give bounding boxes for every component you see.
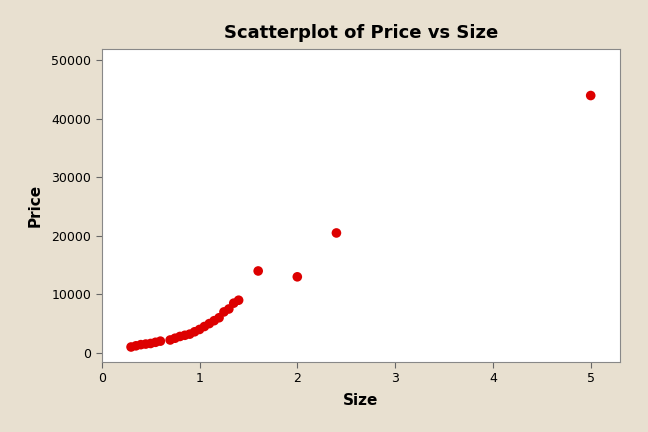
Point [194, 326, 205, 333]
Point [199, 323, 209, 330]
Y-axis label: Price: Price [28, 184, 43, 227]
Point [141, 340, 151, 347]
Point [170, 335, 180, 342]
Point [229, 300, 239, 307]
Point [165, 337, 176, 343]
Point [150, 339, 161, 346]
Point [145, 340, 156, 347]
Point [135, 341, 146, 348]
Point [189, 328, 200, 335]
Point [156, 338, 166, 345]
Point [209, 317, 220, 324]
Point [292, 273, 303, 280]
X-axis label: Size: Size [343, 394, 378, 408]
Point [586, 92, 596, 99]
Point [131, 343, 141, 349]
Point [179, 332, 190, 339]
Point [233, 297, 244, 304]
Point [219, 308, 229, 315]
Point [253, 267, 263, 274]
Point [126, 343, 136, 350]
Point [185, 330, 195, 337]
Point [224, 305, 234, 312]
Point [214, 314, 224, 321]
Point [204, 320, 214, 327]
Point [331, 229, 341, 236]
Point [175, 333, 185, 340]
Title: Scatterplot of Price vs Size: Scatterplot of Price vs Size [224, 24, 498, 41]
